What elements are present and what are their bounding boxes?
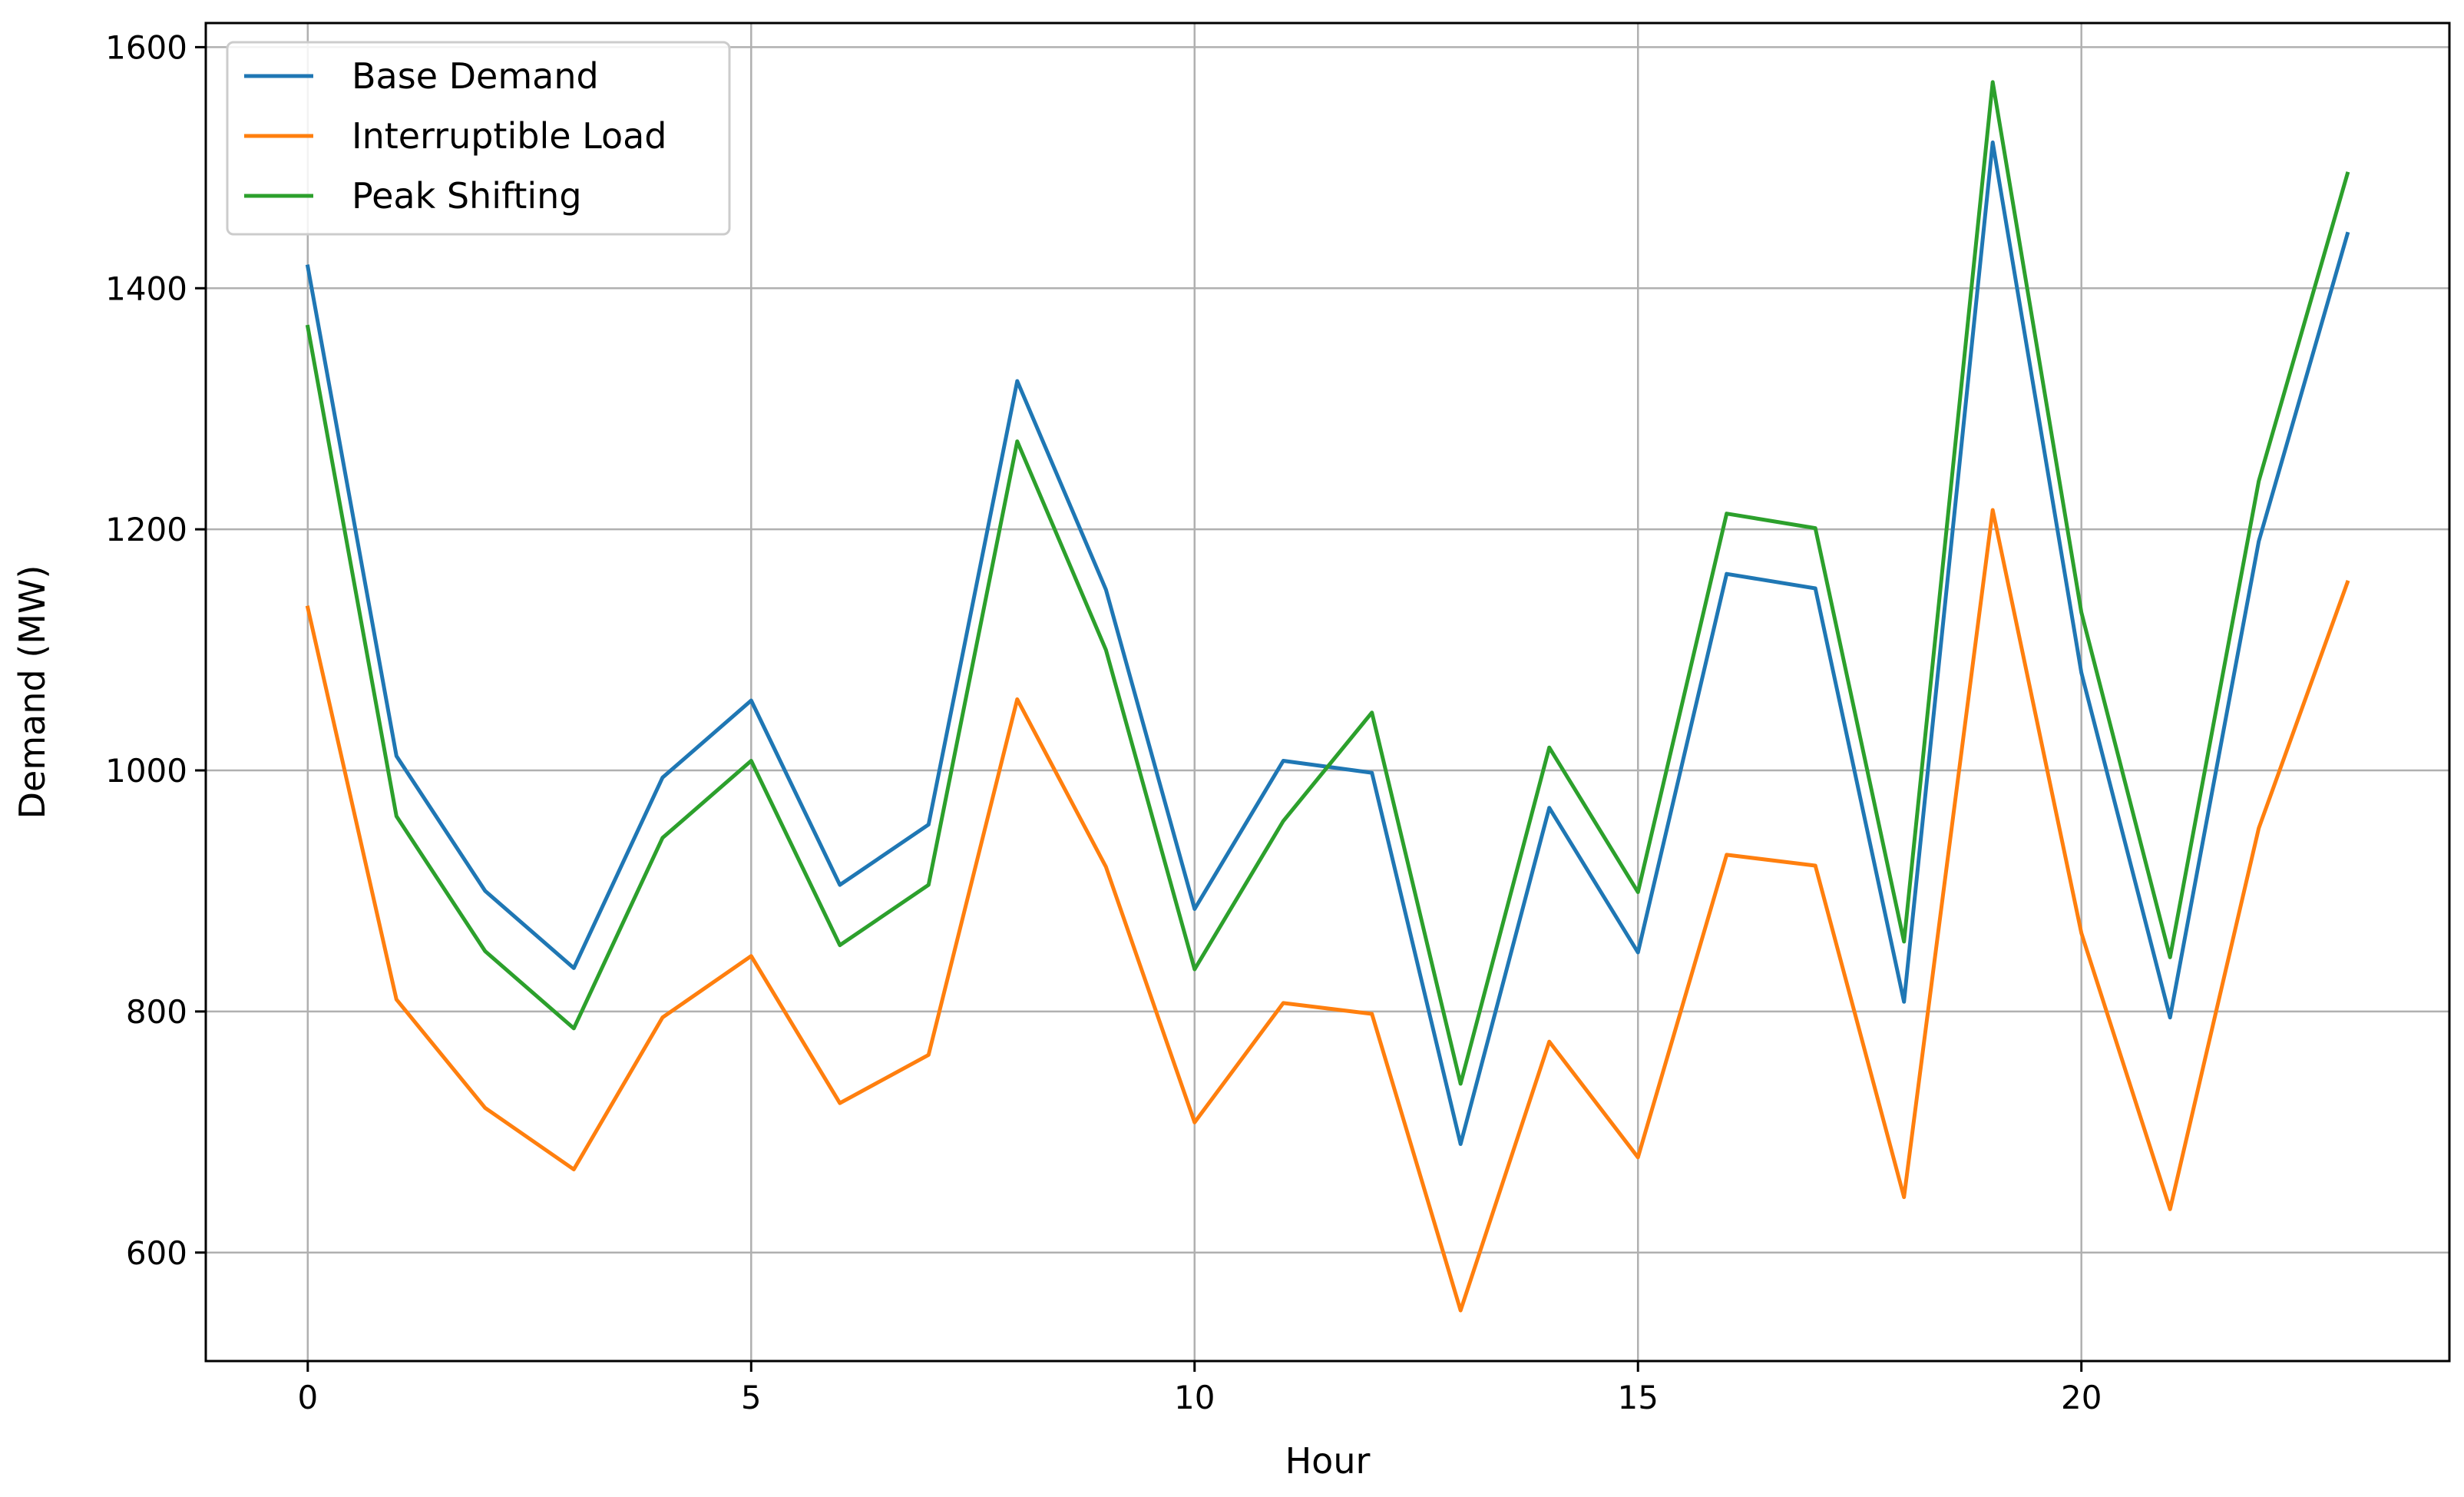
series-layer: [305, 80, 2350, 1313]
y-tick-label-2: 1000: [105, 752, 187, 790]
tick-layer: 0 5 10 15 20 600 800 1000 1200 1400 1600: [105, 28, 2102, 1416]
x-tick-label-3: 15: [1618, 1379, 1659, 1416]
series-line-interruptible-load: [305, 508, 2350, 1313]
x-tick-label-4: 20: [2061, 1379, 2102, 1416]
legend-label-peak-shifting: Peak Shifting: [352, 175, 582, 217]
x-tick-label-2: 10: [1174, 1379, 1215, 1416]
plot-frame: [204, 22, 2451, 1363]
y-tick-label-1: 800: [126, 993, 187, 1031]
y-axis-label: Demand (MW): [12, 565, 53, 820]
series-line-peak-shifting: [305, 80, 2350, 1086]
legend: Base Demand Interruptible Load Peak Shifti…: [226, 41, 731, 236]
x-tick-label-1: 5: [741, 1379, 762, 1416]
y-tick-label-5: 1600: [105, 28, 187, 66]
legend-box: [226, 41, 731, 236]
y-tick-label-3: 1200: [105, 511, 187, 548]
legend-label-base-demand: Base Demand: [352, 55, 599, 97]
x-axis-label: Hour: [1285, 1440, 1371, 1482]
legend-label-interruptible-load: Interruptible Load: [352, 115, 667, 157]
series-line-base-demand: [305, 140, 2350, 1146]
y-tick-label-4: 1400: [105, 270, 187, 307]
y-tick-label-0: 600: [126, 1234, 187, 1272]
x-tick-label-0: 0: [297, 1379, 318, 1416]
